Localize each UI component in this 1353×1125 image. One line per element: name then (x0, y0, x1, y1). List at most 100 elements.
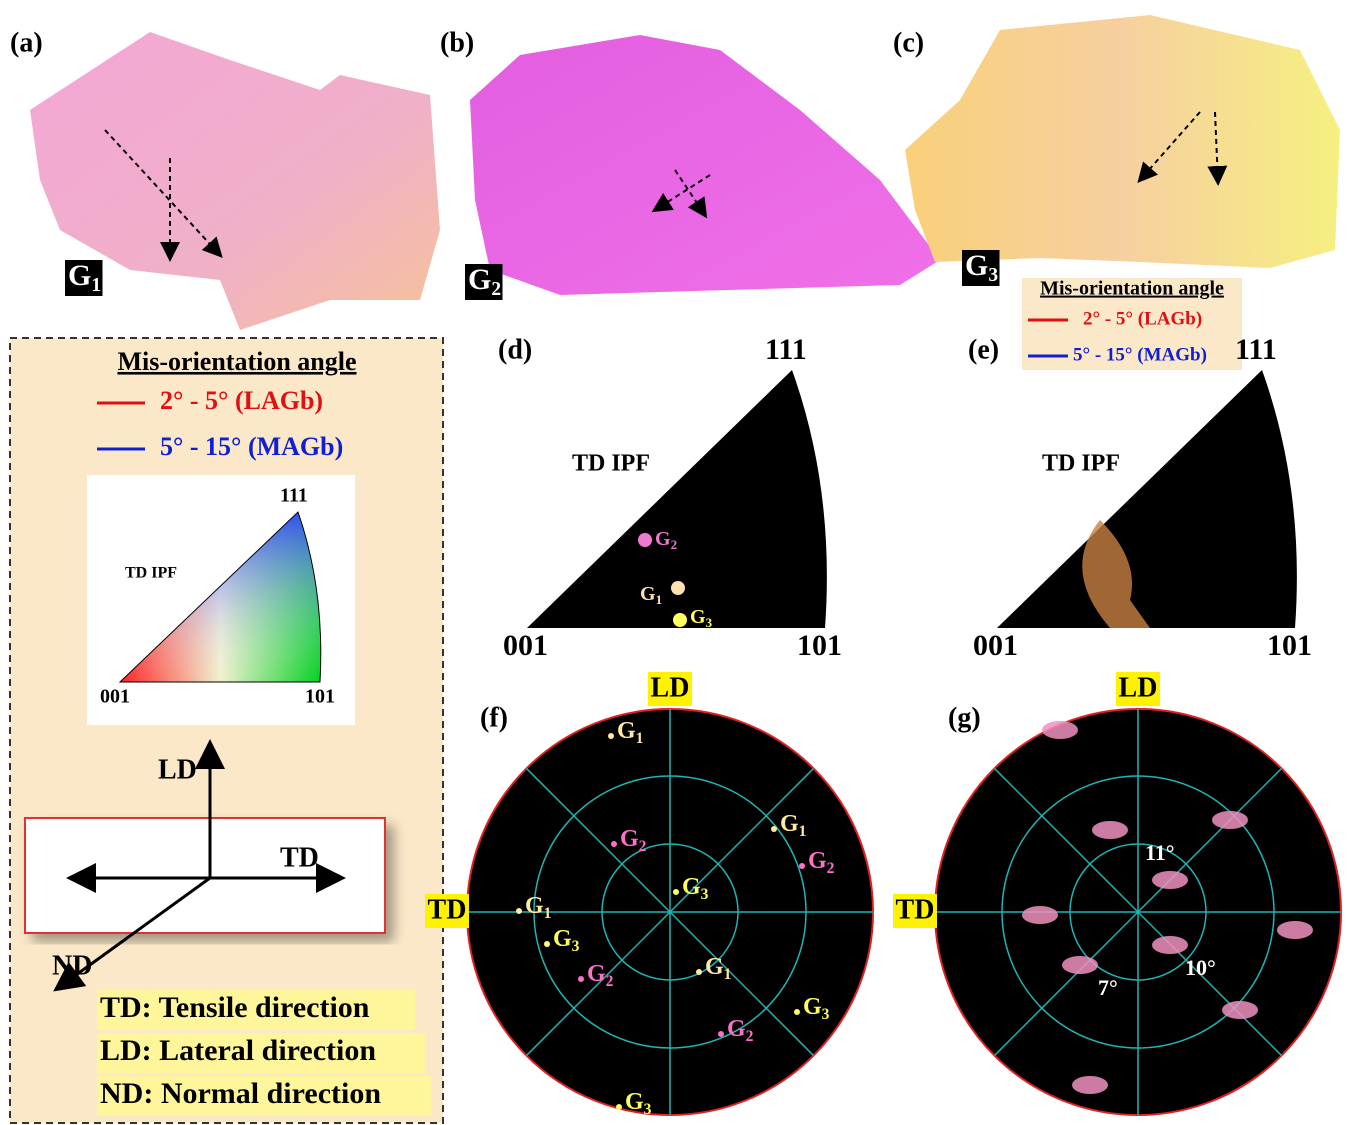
map-c (905, 15, 1340, 268)
label: TD (896, 894, 935, 925)
grain-letter: G (553, 926, 572, 952)
grain-index: 1 (636, 730, 644, 747)
grain-index: 3 (706, 615, 713, 630)
pole-spot (696, 969, 702, 975)
grain-letter: G (640, 583, 656, 605)
grain-letter: G (468, 263, 491, 296)
label: (g) (948, 702, 981, 733)
label: (a) (10, 27, 43, 58)
pole-spot (771, 826, 777, 832)
label: LD: Lateral direction (100, 1034, 376, 1067)
grain-letter: G (620, 826, 639, 852)
pole-spot (718, 1031, 724, 1037)
pole-spot (544, 941, 550, 947)
grain-index: 3 (572, 938, 580, 955)
pole-spot (516, 908, 522, 914)
grain-letter: G (525, 893, 544, 919)
grain-index: 1 (799, 823, 807, 840)
grain-letter: G (655, 528, 671, 550)
map-b (470, 35, 940, 295)
grain-index: 3 (644, 1101, 652, 1118)
label: ND: Normal direction (100, 1077, 381, 1110)
grain-letter: G (808, 848, 827, 874)
pole-spot (794, 1009, 800, 1015)
specimen (25, 818, 385, 933)
pole-cluster (1072, 1076, 1108, 1094)
label: 5° - 15° (MAGb) (1073, 344, 1207, 365)
label: 111 (765, 333, 807, 366)
grain-index: 2 (671, 537, 678, 552)
grain-letter: G (705, 954, 724, 980)
label: 111 (280, 485, 308, 507)
label: ND (52, 950, 92, 981)
figure: (a)G1(b)G2(c)G3Mis-orientation angle2° -… (0, 0, 1353, 1125)
label: 2° - 5° (LAGb) (1083, 308, 1202, 329)
ipf-spot (671, 581, 685, 595)
label: 2° - 5° (LAGb) (160, 386, 323, 415)
label: 101 (797, 629, 842, 662)
label: 101 (305, 686, 335, 708)
pole-cluster (1222, 1001, 1258, 1019)
label: Mis-orientation angle (117, 347, 356, 376)
label: TD IPF (572, 451, 650, 477)
label: (f) (480, 702, 508, 733)
label: 5° - 15° (MAGb) (160, 432, 343, 461)
pole-cluster (1277, 921, 1313, 939)
label: 11° (1145, 840, 1175, 865)
label: (e) (968, 334, 999, 365)
label: TD IPF (125, 565, 177, 582)
label: (c) (893, 27, 924, 58)
grain-index: 1 (544, 905, 552, 922)
label: (d) (498, 334, 532, 365)
grain-index: 3 (701, 886, 709, 903)
label: (b) (440, 27, 474, 58)
grain-letter: G (617, 718, 636, 744)
pole-spot (616, 1104, 622, 1110)
pole-cluster (1152, 936, 1188, 954)
label: 7° (1098, 975, 1118, 1000)
grain-index: 2 (746, 1028, 754, 1045)
grain-letter: G (587, 961, 606, 987)
label: TD: Tensile direction (100, 991, 370, 1024)
grain-index: 2 (827, 860, 835, 877)
pole-cluster (1022, 906, 1058, 924)
grain-index: 1 (656, 592, 663, 607)
label: Mis-orientation angle (1040, 278, 1224, 300)
grain-letter: G (780, 811, 799, 837)
grain-letter: G (625, 1089, 644, 1115)
grain-index: 3 (822, 1006, 830, 1023)
pole-cluster (1092, 821, 1128, 839)
grain-letter: G (682, 874, 701, 900)
label: 001 (100, 686, 130, 708)
ipf-spot (638, 533, 652, 547)
label: 001 (973, 629, 1018, 662)
label: LD (651, 672, 690, 703)
label: 111 (1235, 333, 1277, 366)
ipf-spot (673, 613, 687, 627)
label: TD IPF (1042, 451, 1120, 477)
pole-spot (608, 733, 614, 739)
grain-letter: G (965, 249, 988, 282)
label: TD (428, 894, 467, 925)
grain-index: 2 (606, 973, 614, 990)
label: 10° (1185, 955, 1216, 980)
pole-spot (611, 841, 617, 847)
grain-letter: G (803, 994, 822, 1020)
pole-spot (799, 863, 805, 869)
grain-index: 3 (988, 265, 998, 286)
pole-cluster (1042, 721, 1078, 739)
ipf-triangle (997, 370, 1297, 628)
grain-letter: G (727, 1016, 746, 1042)
grain-letter: G (690, 606, 706, 628)
label: 001 (503, 629, 548, 662)
pole-spot (673, 889, 679, 895)
grain-index: 2 (491, 279, 501, 300)
pole-spot (578, 976, 584, 982)
label: LD (1119, 672, 1158, 703)
grain-index: 1 (724, 966, 732, 983)
pole-cluster (1062, 956, 1098, 974)
pole-cluster (1152, 871, 1188, 889)
grain-index: 1 (91, 275, 101, 296)
grain-letter: G (68, 259, 91, 292)
pole-cluster (1212, 811, 1248, 829)
